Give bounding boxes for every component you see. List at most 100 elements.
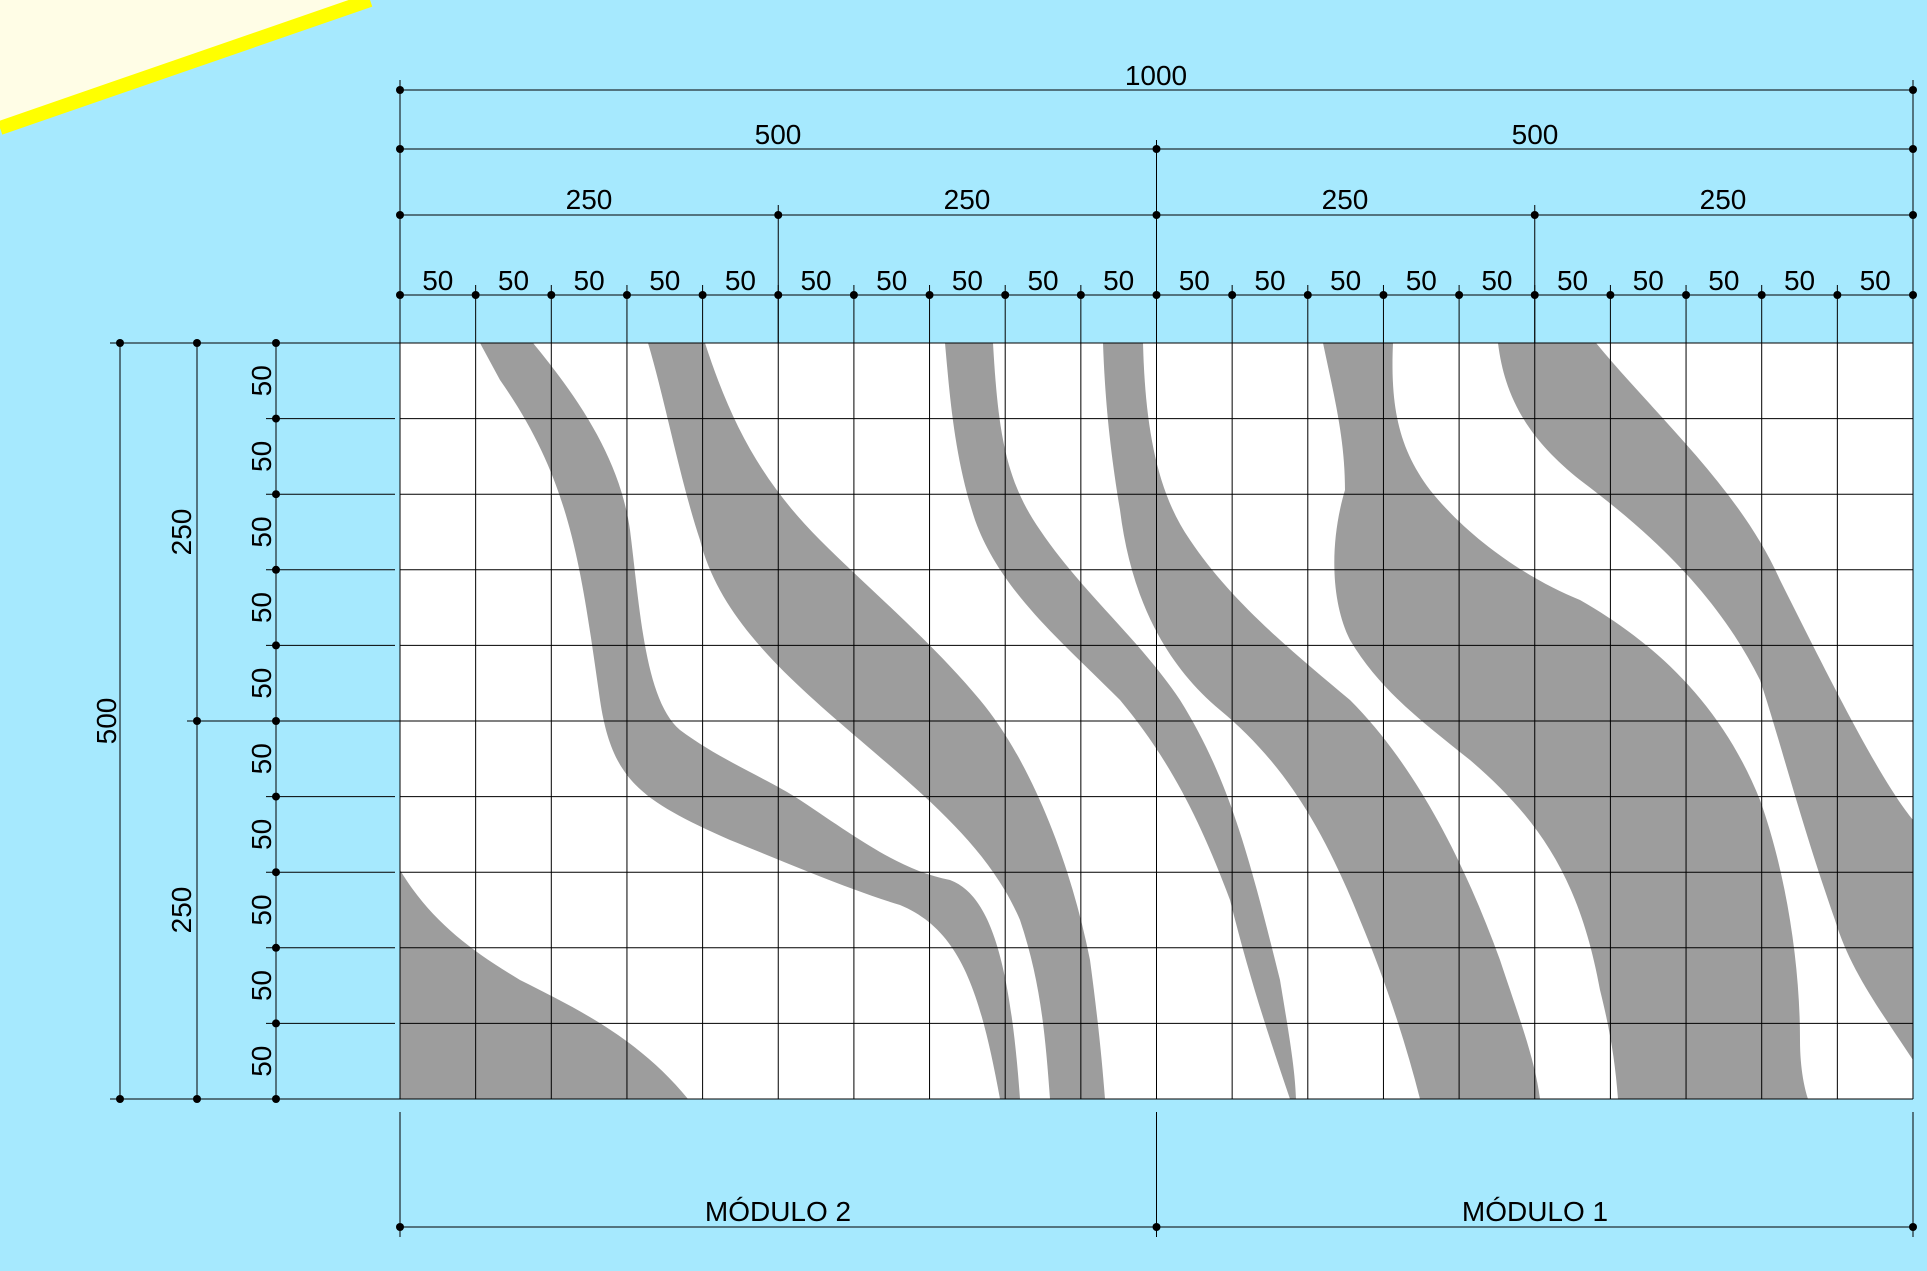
- row-dim-label: 50: [246, 1046, 277, 1077]
- dimension-dot: [193, 1095, 201, 1103]
- dimension-dot: [1379, 291, 1388, 299]
- dimension-dot: [116, 1095, 124, 1103]
- dimension-dot: [1909, 145, 1917, 153]
- cell-dim-label: 50: [876, 265, 907, 296]
- row-dimension-labels: 50 50 50 50 50 50 50 50 50 50: [246, 365, 277, 1077]
- stripe-7: [400, 870, 688, 1099]
- dimension-dot: [272, 943, 280, 952]
- dimension-dot: [272, 565, 280, 574]
- dimension-dot: [471, 291, 480, 299]
- dimension-dot: [396, 86, 404, 94]
- cell-dim-label: 50: [725, 265, 756, 296]
- row-dim-label: 50: [246, 743, 277, 774]
- dimension-dot: [1152, 145, 1161, 153]
- cell-dim-label: 50: [1027, 265, 1058, 296]
- dimension-dot: [116, 339, 124, 347]
- dim-height-half-2: 250: [166, 887, 197, 934]
- cell-dim-label: 50: [1708, 265, 1739, 296]
- dimension-dot: [272, 1019, 280, 1028]
- dimension-dot: [272, 717, 280, 725]
- stripe-1: [480, 343, 1020, 1099]
- dimension-dot: [1909, 1223, 1917, 1231]
- dimension-dot: [1909, 86, 1917, 94]
- dimension-dot: [1152, 291, 1161, 299]
- dimension-dot: [1152, 211, 1161, 219]
- dimension-dot: [1228, 291, 1237, 299]
- dim-half-1: 500: [755, 119, 802, 150]
- dimension-dot: [925, 291, 934, 299]
- dimension-dot: [1152, 1223, 1161, 1231]
- row-dim-label: 50: [246, 441, 277, 472]
- dim-quarter-2: 250: [944, 184, 991, 215]
- cell-dim-label: 50: [952, 265, 983, 296]
- dimension-dot: [272, 792, 280, 801]
- dimension-dot: [272, 490, 280, 499]
- dimension-dot: [1455, 291, 1464, 299]
- dimension-dot: [272, 1095, 280, 1103]
- dimension-dot: [774, 291, 783, 299]
- dimension-dot: [396, 145, 404, 153]
- dim-height-half-1: 250: [166, 509, 197, 556]
- cell-dim-label: 50: [574, 265, 605, 296]
- stripe-3: [945, 343, 1296, 1099]
- dimension-dot: [547, 291, 556, 299]
- cell-dimension-labels: 50 50 50 50 50 50 50 50 50 50 50 50 50 50 50 50 50 50 50 50: [422, 265, 1891, 296]
- tile-grid: [399, 342, 1914, 1100]
- cell-dim-label: 50: [1860, 265, 1891, 296]
- dimension-dot: [1530, 211, 1539, 219]
- dimension-dot: [396, 1223, 404, 1231]
- dimension-dot: [396, 291, 404, 299]
- cell-dim-label: 50: [1784, 265, 1815, 296]
- row-dim-label: 50: [246, 668, 277, 699]
- dimension-dot: [272, 414, 280, 423]
- cell-dim-label: 50: [1254, 265, 1285, 296]
- cell-dim-label: 50: [498, 265, 529, 296]
- cell-dim-label: 50: [1330, 265, 1361, 296]
- dimension-dot: [1909, 291, 1917, 299]
- dim-total-width: 1000: [1125, 60, 1187, 91]
- cell-dim-label: 50: [1406, 265, 1437, 296]
- cell-dim-label: 50: [800, 265, 831, 296]
- dim-half-2: 500: [1512, 119, 1559, 150]
- dimension-dot: [698, 291, 707, 299]
- dimension-dot: [1682, 291, 1691, 299]
- module-1-label: MÓDULO 1: [1462, 1196, 1608, 1227]
- row-dim-label: 50: [246, 894, 277, 925]
- row-dim-label: 50: [246, 819, 277, 850]
- dimension-dot: [1757, 291, 1766, 299]
- dimension-dot: [1606, 291, 1615, 299]
- dimension-dot: [849, 291, 858, 299]
- cell-dim-label: 50: [1633, 265, 1664, 296]
- dimension-dot: [1909, 211, 1917, 219]
- dimension-markers: [116, 86, 1917, 1231]
- dimension-dot: [774, 211, 783, 219]
- cell-dim-label: 50: [1179, 265, 1210, 296]
- dimension-dot: [396, 211, 404, 219]
- corner-yellow-edge: [0, 0, 373, 135]
- dimension-dot: [1530, 291, 1539, 299]
- row-dim-label: 50: [246, 970, 277, 1001]
- cell-dim-label: 50: [1103, 265, 1134, 296]
- cell-dim-label: 50: [649, 265, 680, 296]
- dimension-dot: [272, 868, 280, 877]
- cell-dim-label: 50: [1481, 265, 1512, 296]
- module-2-label: MÓDULO 2: [705, 1196, 851, 1227]
- dimension-dot: [1303, 291, 1312, 299]
- row-dim-label: 50: [246, 516, 277, 547]
- row-dim-label: 50: [246, 592, 277, 623]
- cell-dim-label: 50: [1557, 265, 1588, 296]
- dimension-dot: [193, 339, 201, 347]
- row-dim-label: 50: [246, 365, 277, 396]
- dimension-dot: [193, 717, 201, 725]
- dim-total-height: 500: [91, 698, 122, 745]
- dimension-dot: [272, 339, 280, 347]
- dimension-dot: [1076, 291, 1085, 299]
- stripe-6: [1498, 343, 1913, 1060]
- dim-quarter-1: 250: [566, 184, 613, 215]
- dimension-dot: [1001, 291, 1010, 299]
- dimension-dot: [272, 641, 280, 650]
- dimension-dot: [1833, 291, 1842, 299]
- cell-dim-label: 50: [422, 265, 453, 296]
- dimension-dot: [622, 291, 631, 299]
